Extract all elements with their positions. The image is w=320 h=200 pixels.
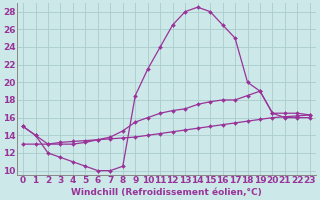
X-axis label: Windchill (Refroidissement éolien,°C): Windchill (Refroidissement éolien,°C) [71,188,262,197]
